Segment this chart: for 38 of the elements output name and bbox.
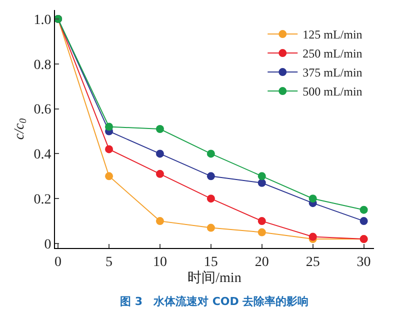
point — [105, 172, 114, 180]
legend-label: 375 mL/min — [302, 66, 362, 80]
y-tick-label: 0.8 — [34, 58, 52, 73]
point — [308, 194, 317, 203]
legend-label: 500 mL/min — [302, 84, 362, 99]
point — [206, 150, 215, 158]
point — [156, 170, 164, 178]
x-tick-label: 30 — [356, 254, 371, 270]
y-tick-label: 0 — [44, 237, 52, 252]
x-tick-label: 10 — [152, 254, 167, 270]
point — [156, 150, 164, 158]
point — [105, 122, 114, 131]
legend-label: 250 mL/min — [302, 46, 362, 61]
y-tick-label: 0.2 — [34, 192, 52, 208]
y-tick-label: 1.0 — [34, 12, 52, 28]
x-tick-label: 0 — [54, 254, 62, 270]
point — [258, 228, 266, 236]
y-tick-label: 0.4 — [34, 148, 52, 163]
point — [105, 145, 114, 154]
x-tick-label: 25 — [306, 254, 320, 270]
point — [156, 217, 164, 226]
point — [308, 232, 317, 241]
legend-label: 125 mL/min — [302, 28, 362, 42]
y-tick-label: 0.6 — [34, 102, 52, 118]
x-tick-label: 20 — [254, 254, 269, 270]
x-tick-label: 5 — [106, 254, 113, 270]
point — [360, 217, 368, 226]
point — [258, 178, 266, 187]
point — [156, 125, 164, 133]
point — [206, 224, 215, 232]
point — [258, 217, 266, 226]
point — [206, 194, 215, 203]
point — [206, 172, 215, 180]
x-axis-title: 时间/min — [188, 270, 242, 286]
x-tick-label: 15 — [204, 254, 218, 270]
point — [360, 206, 368, 214]
caption: 图 3 水体流速对 COD 去除率的影响 — [120, 295, 309, 308]
point — [258, 172, 266, 180]
